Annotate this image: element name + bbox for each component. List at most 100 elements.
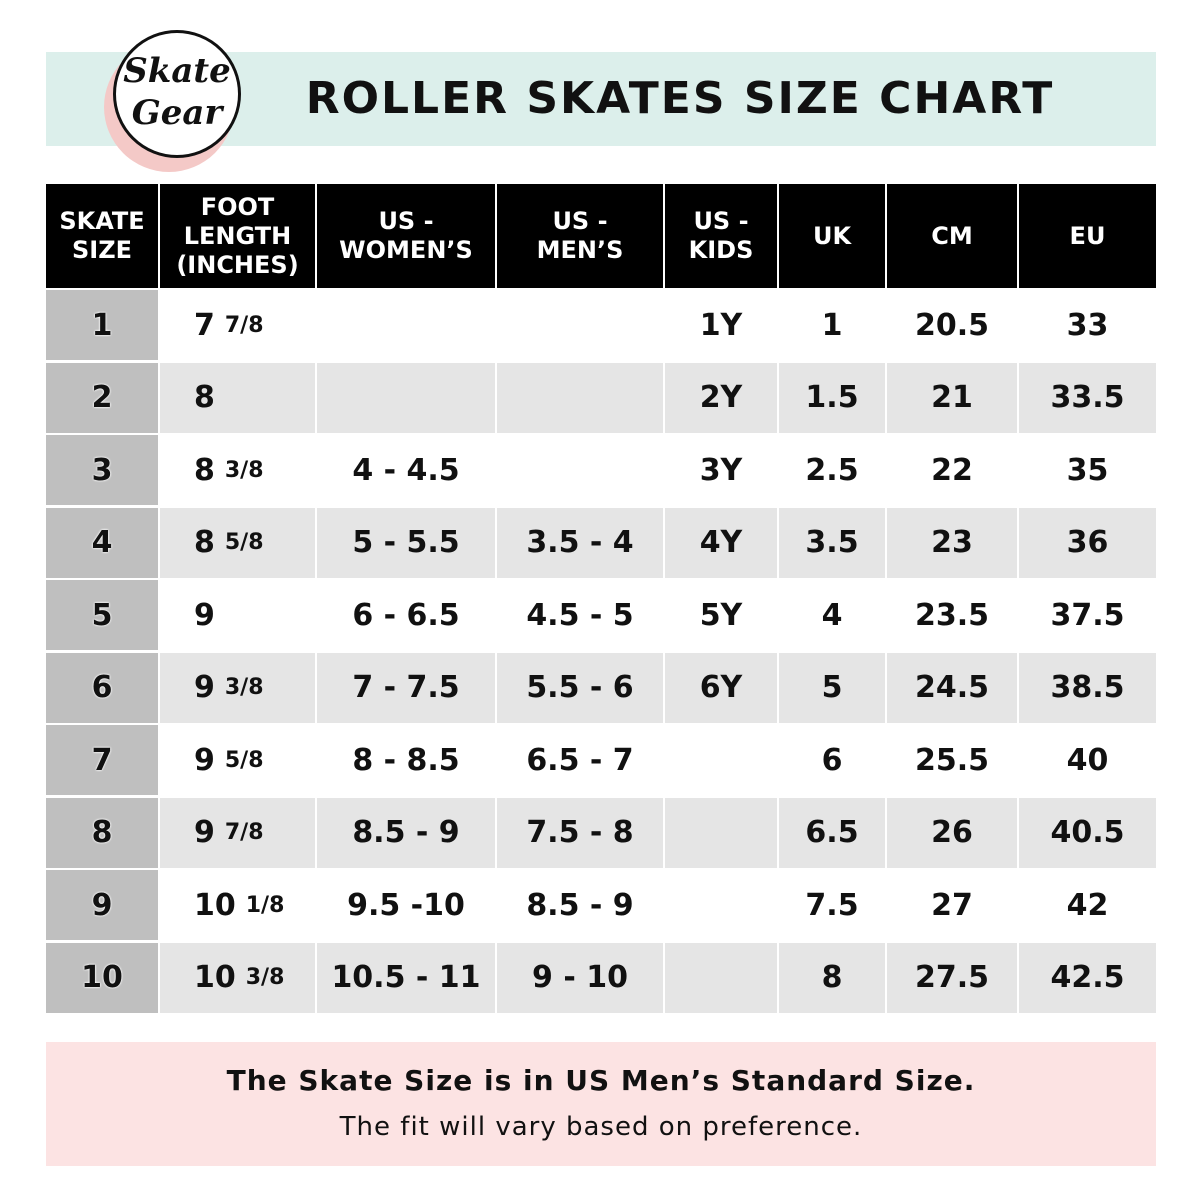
- foot-length-whole: 7: [194, 307, 215, 343]
- table-cell-cm: 27: [887, 870, 1017, 940]
- foot-length-fraction: 3/8: [224, 675, 264, 700]
- table-cell-uk: 5: [779, 652, 885, 723]
- table-cell-skate-size: 4: [46, 507, 158, 578]
- table-cell-us-men: 8.5 - 9: [497, 870, 663, 940]
- table-cell-uk: 8: [779, 942, 885, 1013]
- table-cell-eu: 36: [1019, 507, 1156, 578]
- column-header-foot-length: FOOT LENGTH (INCHES): [160, 184, 315, 288]
- foot-length-whole: 9: [194, 597, 215, 633]
- skate-gear-logo: Skate Gear: [113, 30, 241, 158]
- table-cell-skate-size: 5: [46, 580, 158, 650]
- table-cell-us-men: 6.5 - 7: [497, 725, 663, 795]
- table-cell-cm: 25.5: [887, 725, 1017, 795]
- page-title: ROLLER SKATES SIZE CHART: [305, 73, 1055, 124]
- table-cell-us-men: [497, 362, 663, 433]
- table-cell-cm: 23.5: [887, 580, 1017, 650]
- table-cell-eu: 33.5: [1019, 362, 1156, 433]
- column-header-us-men: US - MEN’S: [497, 184, 663, 288]
- table-cell-us-men: 4.5 - 5: [497, 580, 663, 650]
- table-cell-cm: 21: [887, 362, 1017, 433]
- table-cell-us-women: 4 - 4.5: [317, 435, 495, 505]
- table-cell-us-kids: 4Y: [665, 507, 777, 578]
- table-cell-foot-length: 8: [160, 362, 315, 433]
- table-cell-skate-size: 3: [46, 435, 158, 505]
- foot-length-fraction: 5/8: [224, 747, 264, 773]
- table-cell-eu: 35: [1019, 435, 1156, 505]
- table-cell-us-women: 8 - 8.5: [317, 725, 495, 795]
- column-header-us-women: US - WOMEN’S: [317, 184, 495, 288]
- table-cell-us-men: [497, 435, 663, 505]
- table-cell-foot-length: 8 3/8: [160, 435, 315, 505]
- foot-length-fraction: 3/8: [224, 457, 264, 483]
- table-cell-us-women: 6 - 6.5: [317, 580, 495, 650]
- table-cell-skate-size: 8: [46, 797, 158, 868]
- foot-length-whole: 8: [194, 380, 215, 415]
- table-cell-uk: 7.5: [779, 870, 885, 940]
- table-cell-uk: 6.5: [779, 797, 885, 868]
- table-cell-skate-size: 1: [46, 290, 158, 360]
- table-cell-us-men: 5.5 - 6: [497, 652, 663, 723]
- table-cell-us-men: 7.5 - 8: [497, 797, 663, 868]
- table-cell-uk: 4: [779, 580, 885, 650]
- table-cell-cm: 24.5: [887, 652, 1017, 723]
- table-cell-us-kids: [665, 870, 777, 940]
- foot-length-fraction: 5/8: [224, 530, 264, 555]
- table-cell-us-men: 9 - 10: [497, 942, 663, 1013]
- foot-length-whole: 10: [194, 960, 236, 995]
- foot-length-fraction: 7/8: [224, 312, 264, 338]
- foot-length-fraction: 7/8: [224, 820, 264, 845]
- foot-length-fraction: 3/8: [245, 965, 285, 990]
- foot-length-whole: 8: [194, 525, 215, 560]
- table-cell-cm: 26: [887, 797, 1017, 868]
- table-cell-cm: 23: [887, 507, 1017, 578]
- table-cell-us-kids: 2Y: [665, 362, 777, 433]
- table-cell-skate-size: 9: [46, 870, 158, 940]
- foot-length-whole: 9: [194, 742, 215, 778]
- table-cell-eu: 37.5: [1019, 580, 1156, 650]
- column-header-skate-size: SKATE SIZE: [46, 184, 158, 288]
- table-cell-foot-length: 9 7/8: [160, 797, 315, 868]
- table-cell-uk: 3.5: [779, 507, 885, 578]
- table-cell-skate-size: 2: [46, 362, 158, 433]
- table-cell-eu: 33: [1019, 290, 1156, 360]
- table-cell-skate-size: 6: [46, 652, 158, 723]
- logo-line-2: Gear: [131, 93, 223, 133]
- table-cell-foot-length: 10 3/8: [160, 942, 315, 1013]
- table-cell-cm: 20.5: [887, 290, 1017, 360]
- table-cell-eu: 42: [1019, 870, 1156, 940]
- table-cell-us-women: 10.5 - 11: [317, 942, 495, 1013]
- footer-note-primary: The Skate Size is in US Men’s Standard S…: [226, 1064, 976, 1097]
- table-cell-cm: 27.5: [887, 942, 1017, 1013]
- table-cell-uk: 1.5: [779, 362, 885, 433]
- table-cell-us-kids: [665, 797, 777, 868]
- footer-note: The Skate Size is in US Men’s Standard S…: [46, 1042, 1156, 1166]
- table-cell-us-women: 7 - 7.5: [317, 652, 495, 723]
- table-cell-eu: 42.5: [1019, 942, 1156, 1013]
- table-cell-foot-length: 10 1/8: [160, 870, 315, 940]
- logo-line-1: Skate: [123, 51, 231, 91]
- table-cell-us-men: 3.5 - 4: [497, 507, 663, 578]
- foot-length-fraction: 1/8: [245, 892, 285, 918]
- foot-length-whole: 10: [194, 887, 236, 923]
- table-cell-uk: 1: [779, 290, 885, 360]
- table-cell-us-women: 8.5 - 9: [317, 797, 495, 868]
- column-header-eu: EU: [1019, 184, 1156, 288]
- table-cell-foot-length: 8 5/8: [160, 507, 315, 578]
- footer-note-secondary: The fit will vary based on preference.: [339, 1112, 863, 1142]
- table-cell-us-women: [317, 362, 495, 433]
- table-cell-cm: 22: [887, 435, 1017, 505]
- table-cell-us-kids: [665, 725, 777, 795]
- table-cell-eu: 38.5: [1019, 652, 1156, 723]
- table-cell-us-kids: [665, 942, 777, 1013]
- table-cell-foot-length: 7 7/8: [160, 290, 315, 360]
- column-header-us-kids: US - KIDS: [665, 184, 777, 288]
- foot-length-whole: 9: [194, 815, 215, 850]
- table-cell-us-men: [497, 290, 663, 360]
- table-cell-us-kids: 3Y: [665, 435, 777, 505]
- table-cell-us-kids: 5Y: [665, 580, 777, 650]
- column-header-uk: UK: [779, 184, 885, 288]
- table-cell-foot-length: 9 5/8: [160, 725, 315, 795]
- table-cell-us-women: 9.5 -10: [317, 870, 495, 940]
- table-cell-eu: 40: [1019, 725, 1156, 795]
- table-cell-foot-length: 9 3/8: [160, 652, 315, 723]
